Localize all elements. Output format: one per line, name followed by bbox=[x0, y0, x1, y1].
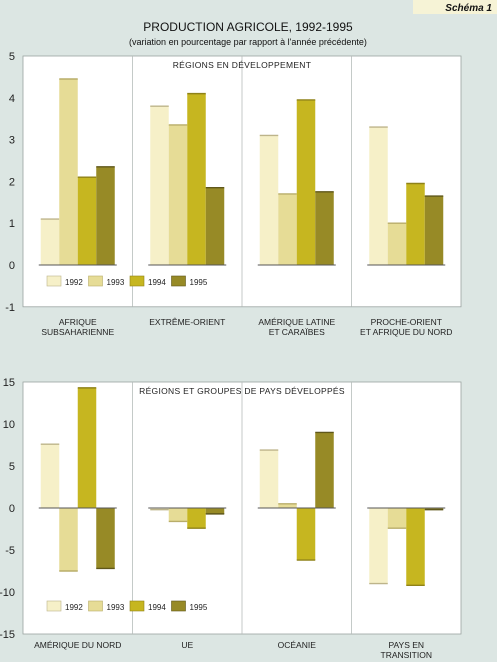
chart-panels: RÉGIONS EN DÉVELOPPEMENT543210-1AFRIQUES… bbox=[0, 51, 462, 660]
bar-1994 bbox=[406, 508, 425, 586]
y-tick-label: -5 bbox=[5, 545, 15, 557]
y-tick-label: 0 bbox=[9, 503, 15, 515]
category-label: AMÉRIQUE LATINE bbox=[258, 317, 335, 327]
category-label: AMÉRIQUE DU NORD bbox=[34, 640, 121, 650]
category-label: AFRIQUE bbox=[59, 317, 97, 327]
bar-1992 bbox=[259, 135, 279, 265]
bar-1993 bbox=[168, 124, 188, 265]
legend-swatch-1992 bbox=[46, 600, 62, 612]
legend-label: 1993 bbox=[107, 603, 125, 612]
bar-1993 bbox=[168, 508, 188, 522]
category-label: PROCHE-ORIENT bbox=[371, 317, 442, 327]
bar-1995 bbox=[424, 508, 444, 510]
bar-1992 bbox=[369, 508, 388, 584]
bar-1992 bbox=[150, 106, 169, 265]
y-tick-label: -15 bbox=[0, 629, 15, 641]
y-tick-label: 15 bbox=[3, 377, 15, 389]
bar-1992 bbox=[150, 508, 169, 510]
y-tick-label: 1 bbox=[9, 218, 15, 230]
legend-swatch-1995 bbox=[171, 600, 186, 612]
bar-1992 bbox=[40, 219, 60, 265]
bar-1992 bbox=[259, 450, 279, 508]
bar-1995 bbox=[96, 166, 115, 265]
y-tick-label: -1 bbox=[5, 302, 15, 314]
category-label: OCÉANIE bbox=[278, 640, 317, 650]
bar-1994 bbox=[296, 508, 316, 561]
chart-title: PRODUCTION AGRICOLE, 1992-1995 bbox=[143, 20, 353, 34]
badge-box bbox=[413, 0, 497, 14]
bar-1995 bbox=[205, 508, 225, 514]
category-label: SUBSAHARIENNE bbox=[41, 327, 114, 337]
bar-1995 bbox=[96, 508, 115, 569]
bar-1994 bbox=[77, 387, 97, 508]
bar-1994 bbox=[296, 99, 316, 265]
legend-label: 1992 bbox=[65, 603, 83, 612]
y-tick-label: -10 bbox=[0, 587, 15, 599]
chart-subtitle: (variation en pourcentage par rapport à … bbox=[129, 37, 367, 47]
bar-1995 bbox=[315, 432, 334, 508]
bar-1995 bbox=[205, 187, 225, 265]
bar-1993 bbox=[59, 508, 78, 571]
bar-1993 bbox=[59, 78, 78, 266]
legend-swatch-1994 bbox=[129, 275, 145, 287]
legend-swatch-1993 bbox=[88, 600, 103, 612]
y-tick-label: 3 bbox=[9, 135, 15, 147]
badge-label: Schéma 1 bbox=[445, 3, 492, 14]
bar-1994 bbox=[187, 508, 206, 529]
category-label: EXTRÊME-ORIENT bbox=[149, 317, 225, 327]
category-label: PAYS EN bbox=[388, 640, 424, 650]
bar-1993 bbox=[387, 223, 407, 265]
category-label: ET AFRIQUE DU NORD bbox=[360, 327, 452, 337]
y-tick-label: 4 bbox=[9, 93, 15, 105]
category-label: UE bbox=[181, 640, 193, 650]
legend-label: 1995 bbox=[190, 603, 208, 612]
legend-label: 1994 bbox=[148, 278, 166, 287]
legend-swatch-1994 bbox=[129, 600, 145, 612]
panel-title: RÉGIONS EN DÉVELOPPEMENT bbox=[173, 60, 312, 70]
y-tick-label: 0 bbox=[9, 260, 15, 272]
bar-1993 bbox=[278, 193, 297, 265]
y-tick-label: 2 bbox=[9, 176, 15, 188]
y-tick-label: 5 bbox=[9, 461, 15, 473]
legend-label: 1993 bbox=[107, 278, 125, 287]
legend-label: 1995 bbox=[190, 278, 208, 287]
bar-1993 bbox=[387, 508, 407, 529]
legend-swatch-1992 bbox=[46, 275, 62, 287]
y-tick-label: 10 bbox=[3, 419, 15, 431]
panel-title: RÉGIONS ET GROUPES DE PAYS DÉVELOPPÉS bbox=[139, 386, 345, 396]
chart-panel-0: RÉGIONS EN DÉVELOPPEMENT 5 4 3 2 1 0 -1 AFRIQUES… bbox=[5, 51, 462, 337]
bar-1994 bbox=[77, 177, 97, 265]
legend-label: 1992 bbox=[65, 278, 83, 287]
legend-swatch-1993 bbox=[88, 275, 103, 287]
bar-1995 bbox=[424, 196, 444, 265]
chart-panel-1: RÉGIONS ET GROUPES DE PAYS DÉVELOPPÉS 15 1… bbox=[0, 377, 462, 660]
bar-1992 bbox=[369, 127, 388, 265]
category-label: ET CARAÏBES bbox=[269, 327, 325, 337]
bar-1995 bbox=[315, 191, 334, 265]
bar-1994 bbox=[187, 93, 206, 266]
legend-swatch-1995 bbox=[171, 275, 186, 287]
bar-1994 bbox=[406, 183, 425, 265]
category-label: TRANSITION bbox=[381, 650, 432, 660]
y-tick-label: 5 bbox=[9, 51, 15, 63]
bar-1993 bbox=[278, 503, 297, 508]
bar-1992 bbox=[40, 444, 60, 508]
legend-label: 1994 bbox=[148, 603, 166, 612]
